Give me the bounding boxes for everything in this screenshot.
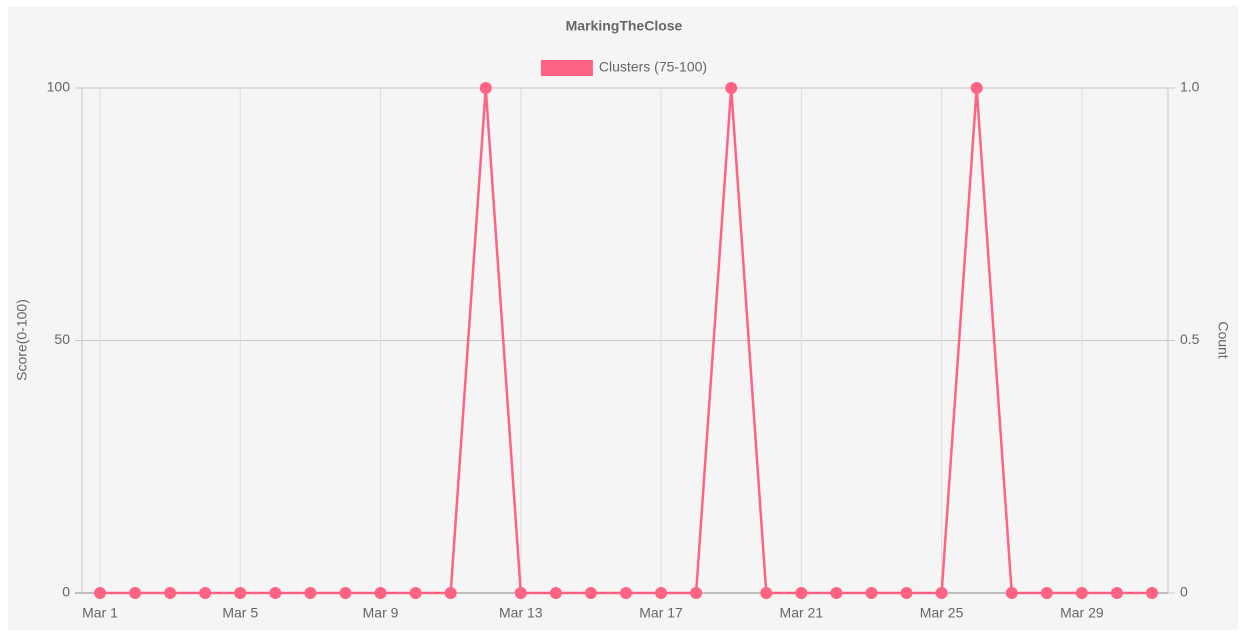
y2-tick-label: 0 <box>1180 584 1188 600</box>
x-tick-label: Mar 1 <box>82 605 118 621</box>
data-point <box>865 587 878 599</box>
data-point <box>409 587 422 599</box>
data-point <box>970 82 983 94</box>
y-tick-label: 0 <box>62 584 70 600</box>
data-point <box>1040 587 1053 599</box>
data-point <box>690 587 703 599</box>
data-point <box>620 587 632 599</box>
data-point <box>900 587 913 599</box>
data-point <box>1005 587 1018 599</box>
data-point <box>94 587 106 599</box>
y-tick-label: 100 <box>47 79 71 95</box>
data-point <box>339 587 352 599</box>
data-point <box>164 587 177 599</box>
data-point <box>584 587 597 599</box>
data-point <box>234 587 247 599</box>
data-point <box>795 587 808 599</box>
y2-tick-label: 1.0 <box>1180 79 1200 95</box>
data-point <box>304 587 317 599</box>
data-point <box>760 587 773 599</box>
y2-tick-label: 0.5 <box>1180 331 1200 347</box>
chart-title: MarkingTheClose <box>566 18 683 34</box>
data-point <box>129 587 142 599</box>
data-point <box>199 587 212 599</box>
y-axis-label: Score(0-100) <box>14 299 30 381</box>
y-tick-label: 50 <box>54 331 70 347</box>
legend-swatch <box>540 60 593 76</box>
x-tick-label: Mar 5 <box>222 605 258 621</box>
x-tick-label: Mar 25 <box>920 605 964 621</box>
data-point <box>514 587 527 599</box>
x-tick-label: Mar 13 <box>499 605 543 621</box>
data-point <box>1146 587 1158 599</box>
y2-axis-label: Count <box>1215 321 1231 358</box>
data-point <box>269 587 282 599</box>
data-point <box>444 587 457 599</box>
x-tick-label: Mar 17 <box>639 605 683 621</box>
chart-background <box>8 6 1238 630</box>
data-point <box>1110 587 1123 599</box>
legend-label: Clusters (75-100) <box>599 59 707 75</box>
data-point <box>374 587 387 599</box>
x-tick-label: Mar 9 <box>363 605 399 621</box>
data-point <box>935 587 948 599</box>
x-tick-label: Mar 21 <box>780 605 824 621</box>
data-point <box>725 82 738 94</box>
data-point <box>479 82 492 94</box>
x-tick-label: Mar 29 <box>1060 605 1104 621</box>
data-point <box>549 587 562 599</box>
data-point <box>655 587 668 599</box>
data-point <box>1075 587 1088 599</box>
data-point <box>830 587 843 599</box>
